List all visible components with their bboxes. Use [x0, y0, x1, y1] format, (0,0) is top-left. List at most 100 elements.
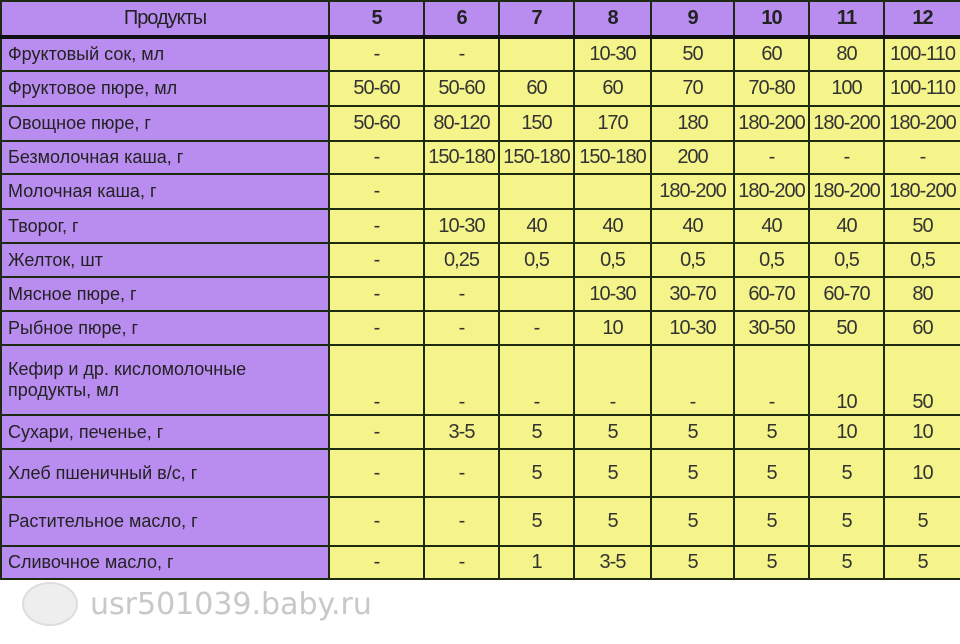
cell-value: 60	[883, 310, 960, 346]
cell-value: 10-30	[573, 276, 652, 312]
header-month: 5	[328, 0, 425, 39]
cell-value: 50-60	[328, 70, 425, 107]
cell-value: 60-70	[808, 276, 885, 312]
cell-value: 0,5	[733, 242, 810, 278]
row-label: Творог, г	[0, 208, 330, 244]
cell-value: 5	[573, 496, 652, 547]
cell-value: 70	[650, 70, 735, 107]
cell-value: 5	[650, 448, 735, 498]
cell-value: 5	[498, 496, 575, 547]
cell-value: 170	[573, 105, 652, 142]
cell-value: 80	[808, 36, 885, 72]
cell-value: -	[328, 496, 425, 547]
cell-value: -	[328, 310, 425, 346]
cell-value: 150-180	[573, 140, 652, 175]
header-month: 10	[733, 0, 810, 39]
cell-value: -	[328, 173, 425, 210]
row-label: Хлеб пшеничный в/с, г	[0, 448, 330, 498]
cell-value: 200	[650, 140, 735, 175]
row-label: Растительное масло, г	[0, 496, 330, 547]
cell-value: 50	[883, 208, 960, 244]
cell-value: -	[498, 344, 575, 416]
table-row: Хлеб пшеничный в/с, г - -5 5 5 5 5 10	[0, 448, 960, 498]
cell-value: 10	[573, 310, 652, 346]
cell-value: -	[423, 276, 500, 312]
cell-value: -	[883, 140, 960, 175]
cell-value: 5	[498, 414, 575, 450]
cell-value: 30-50	[733, 310, 810, 346]
cell-value: 180	[650, 105, 735, 142]
cell-value: 10-30	[650, 310, 735, 346]
cell-value: -	[328, 208, 425, 244]
cell-value: 10-30	[573, 36, 652, 72]
table-row: Сливочное масло, г - -1 3-5 5 5 5 5	[0, 545, 960, 580]
row-label: Безмолочная каша, г	[0, 140, 330, 175]
cell-value: 10	[808, 344, 885, 416]
cell-value: 150-180	[423, 140, 500, 175]
cell-value: 60	[573, 70, 652, 107]
cell-value: 5	[883, 496, 960, 547]
cell-value: 5	[733, 496, 810, 547]
row-label: Мясное пюре, г	[0, 276, 330, 312]
header-month: 9	[650, 0, 735, 39]
cell-value: -	[328, 448, 425, 498]
header-month: 7	[498, 0, 575, 39]
cell-value: 180-200	[650, 173, 735, 210]
cell-value: 5	[573, 414, 652, 450]
cell-value: 0,25	[423, 242, 500, 278]
table-row: Сухари, печенье, г -3-5 5 5 5 5 10 10	[0, 414, 960, 450]
baby-ru-logo-icon	[22, 582, 78, 626]
cell-value: 3-5	[573, 545, 652, 580]
cell-value: 40	[498, 208, 575, 244]
cell-value: 40	[733, 208, 810, 244]
cell-value: 0,5	[498, 242, 575, 278]
cell-value: 100-110	[883, 36, 960, 72]
cell-value: 60-70	[733, 276, 810, 312]
cell-value: -	[328, 140, 425, 175]
cell-value: 60	[733, 36, 810, 72]
cell-value: 180-200	[808, 173, 885, 210]
cell-value: 5	[650, 496, 735, 547]
row-label: Рыбное пюре, г	[0, 310, 330, 346]
cell-value: 5	[808, 448, 885, 498]
header-month: 11	[808, 0, 885, 39]
table-row: Мясное пюре, г - -10-30 30-70 60-70 60-70 80	[0, 276, 960, 312]
cell-value: 60	[498, 70, 575, 107]
watermark: usr501039.baby.ru	[22, 582, 372, 626]
cell-value: 5	[733, 545, 810, 580]
feeding-table: Продукты 5 6 7 8 9 10 11 12 Фруктовый сок, мл - -…	[0, 0, 960, 580]
row-label: Фруктовый сок, мл	[0, 36, 330, 72]
cell-value: 50-60	[328, 105, 425, 142]
cell-value: 10	[883, 448, 960, 498]
cell-value: -	[423, 36, 500, 72]
table-row: Кефир и др. кисломолочные продукты, мл - -…	[0, 344, 960, 416]
row-label: Сливочное масло, г	[0, 545, 330, 580]
cell-value: 30-70	[650, 276, 735, 312]
cell-value: 180-200	[808, 105, 885, 142]
cell-value: 10	[883, 414, 960, 450]
cell-value: 0,5	[808, 242, 885, 278]
cell-value: 50-60	[423, 70, 500, 107]
cell-value	[573, 173, 652, 210]
cell-value	[498, 276, 575, 312]
cell-value: 5	[650, 545, 735, 580]
cell-value: 0,5	[650, 242, 735, 278]
header-month: 8	[573, 0, 652, 39]
cell-value: 1	[498, 545, 575, 580]
cell-value: 5	[733, 414, 810, 450]
table-row: Фруктовое пюре, мл 50-60 50-60 60 60 70 70-80 1…	[0, 70, 960, 107]
cell-value: 40	[808, 208, 885, 244]
row-label: Сухари, печенье, г	[0, 414, 330, 450]
cell-value: 180-200	[883, 105, 960, 142]
cell-value: -	[328, 344, 425, 416]
cell-value	[498, 36, 575, 72]
cell-value: 5	[498, 448, 575, 498]
cell-value: 180-200	[733, 105, 810, 142]
header-row: Продукты 5 6 7 8 9 10 11 12	[0, 0, 960, 39]
cell-value: -	[423, 545, 500, 580]
cell-value: 5	[883, 545, 960, 580]
cell-value: 80-120	[423, 105, 500, 142]
cell-value: -	[328, 36, 425, 72]
row-label: Фруктовое пюре, мл	[0, 70, 330, 107]
cell-value: 150	[498, 105, 575, 142]
